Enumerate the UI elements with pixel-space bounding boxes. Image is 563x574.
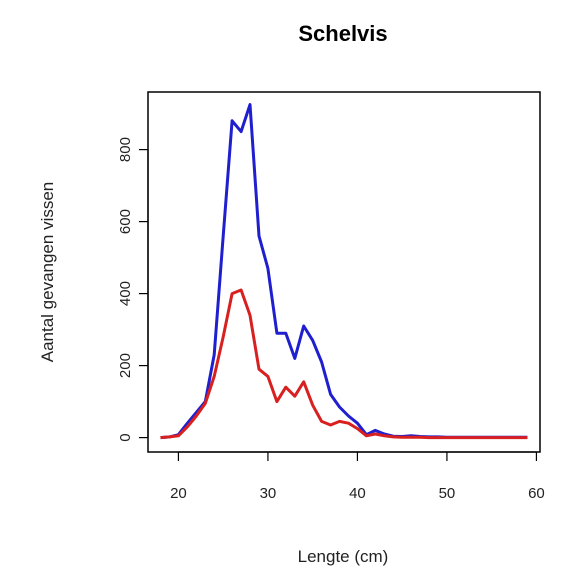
y-axis: 0 200 400 600 800	[117, 137, 149, 442]
x-tick-label: 30	[260, 485, 277, 502]
y-tick-label: 0	[117, 433, 134, 441]
chart-title: Schelvis	[298, 21, 387, 46]
x-tick-label: 50	[439, 485, 456, 502]
y-tick-label: 400	[117, 281, 134, 306]
x-tick-label: 20	[170, 485, 187, 502]
x-tick-label: 40	[349, 485, 366, 502]
series-layer	[160, 103, 528, 440]
y-tick-label: 600	[117, 209, 134, 234]
y-tick-label: 800	[117, 137, 134, 162]
y-axis-label: Aantal gevangen vissen	[38, 182, 57, 363]
series-line-1	[160, 103, 528, 440]
series-line-2	[160, 288, 528, 440]
x-axis: 20 30 40 50 60	[170, 451, 545, 502]
y-tick-label: 200	[117, 353, 134, 378]
x-axis-label: Lengte (cm)	[298, 547, 389, 566]
x-tick-label: 60	[528, 485, 545, 502]
